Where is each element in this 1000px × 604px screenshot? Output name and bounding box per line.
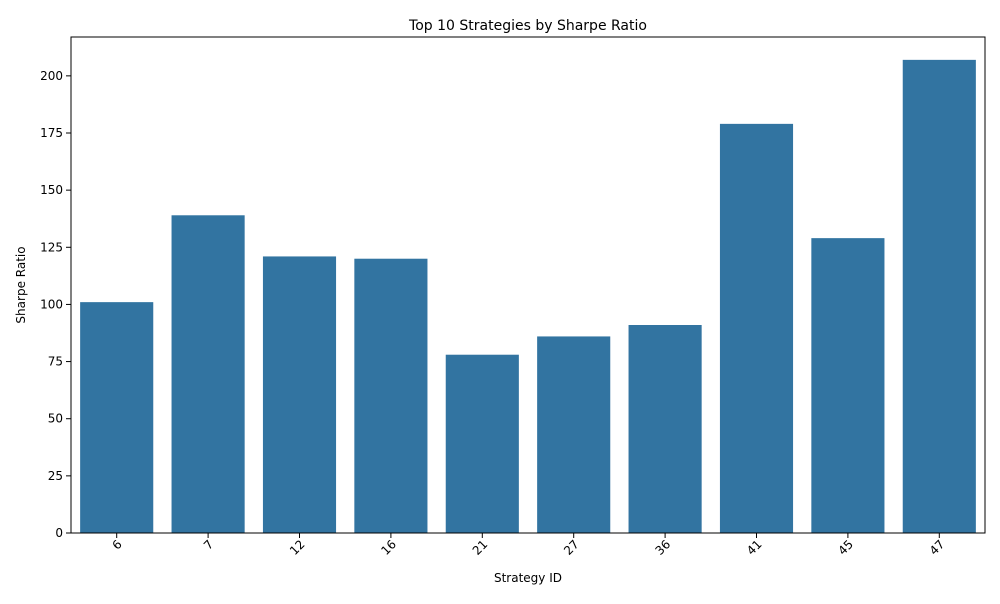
bar-27 xyxy=(537,336,611,533)
y-tick-label: 175 xyxy=(40,126,63,140)
axes-frame xyxy=(70,36,986,534)
bar-41 xyxy=(719,123,794,533)
bar-6 xyxy=(80,302,154,533)
x-tick-label: 6 xyxy=(110,537,125,552)
y-tick-label: 150 xyxy=(40,183,63,197)
bar-21 xyxy=(445,354,519,533)
x-tick-label: 47 xyxy=(927,537,948,558)
bar-36 xyxy=(628,325,702,533)
x-tick-label: 7 xyxy=(201,537,216,552)
y-tick-label: 75 xyxy=(48,355,63,369)
x-tick-label: 45 xyxy=(835,537,856,558)
bar-45 xyxy=(811,238,885,533)
y-axis-label: Sharpe Ratio xyxy=(14,246,28,323)
x-tick-label: 12 xyxy=(287,537,308,558)
plot-area: 0 25 50 75 100 125 150 175 200 6 7 12 16 21 27 36 41 45 47 xyxy=(40,36,986,558)
x-tick-label: 16 xyxy=(378,537,399,558)
chart-title: Top 10 Strategies by Sharpe Ratio xyxy=(408,18,647,34)
x-tick-label: 27 xyxy=(561,537,582,558)
y-tick-label: 125 xyxy=(40,240,63,254)
y-tick-label: 100 xyxy=(40,297,63,311)
x-axis-label: Strategy ID xyxy=(494,571,562,585)
x-tick-label: 41 xyxy=(744,537,765,558)
y-tick-label: 25 xyxy=(48,469,63,483)
y-tick-label: 200 xyxy=(40,69,63,83)
bar-12 xyxy=(262,256,337,533)
y-tick-label: 50 xyxy=(48,412,63,426)
bar-7 xyxy=(171,215,245,534)
y-tick-label: 0 xyxy=(55,526,63,540)
bar-16 xyxy=(354,258,428,533)
x-tick-label: 21 xyxy=(470,537,491,558)
x-tick-label: 36 xyxy=(653,537,674,558)
bar-47 xyxy=(902,59,976,533)
